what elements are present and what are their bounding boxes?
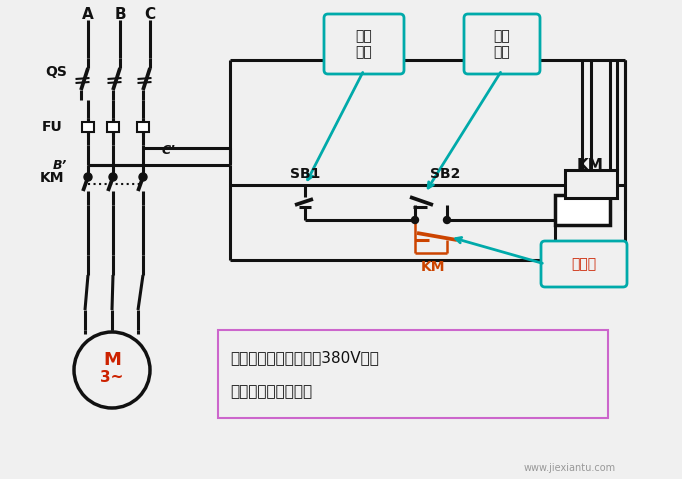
- Circle shape: [109, 173, 117, 181]
- Text: M: M: [103, 351, 121, 369]
- Text: 自保持: 自保持: [572, 257, 597, 271]
- Text: FU: FU: [42, 120, 62, 134]
- Text: KM: KM: [40, 171, 64, 185]
- Bar: [555, 195, 610, 225]
- Circle shape: [443, 217, 451, 224]
- Text: B’: B’: [53, 159, 67, 171]
- Text: SB1: SB1: [290, 167, 320, 181]
- Circle shape: [411, 217, 419, 224]
- Text: SB2: SB2: [430, 167, 460, 181]
- Text: 停车
按鈕: 停车 按鈕: [355, 29, 372, 59]
- Text: B: B: [114, 7, 125, 22]
- Text: QS: QS: [45, 65, 67, 79]
- Circle shape: [139, 173, 147, 181]
- Text: C: C: [145, 7, 155, 22]
- Text: 起动
按鈕: 起动 按鈕: [494, 29, 510, 59]
- FancyBboxPatch shape: [324, 14, 404, 74]
- Text: 采用此种接线方式。: 采用此种接线方式。: [230, 385, 312, 399]
- Text: A: A: [82, 7, 94, 22]
- Bar: [565, 170, 617, 198]
- Bar: [137, 122, 149, 132]
- Text: www.jiexiantu.com: www.jiexiantu.com: [524, 463, 616, 473]
- Text: 3~: 3~: [100, 370, 123, 386]
- Bar: [107, 122, 119, 132]
- Text: 注意：接触器线圈电压380V时，: 注意：接触器线圈电压380V时，: [230, 351, 379, 365]
- Text: KM: KM: [576, 158, 604, 172]
- Bar: [218, 330, 608, 418]
- Bar: [82, 122, 94, 132]
- Text: C’: C’: [161, 144, 175, 157]
- Circle shape: [84, 173, 92, 181]
- Circle shape: [74, 332, 150, 408]
- Text: KM: KM: [421, 260, 445, 274]
- FancyBboxPatch shape: [464, 14, 540, 74]
- FancyBboxPatch shape: [541, 241, 627, 287]
